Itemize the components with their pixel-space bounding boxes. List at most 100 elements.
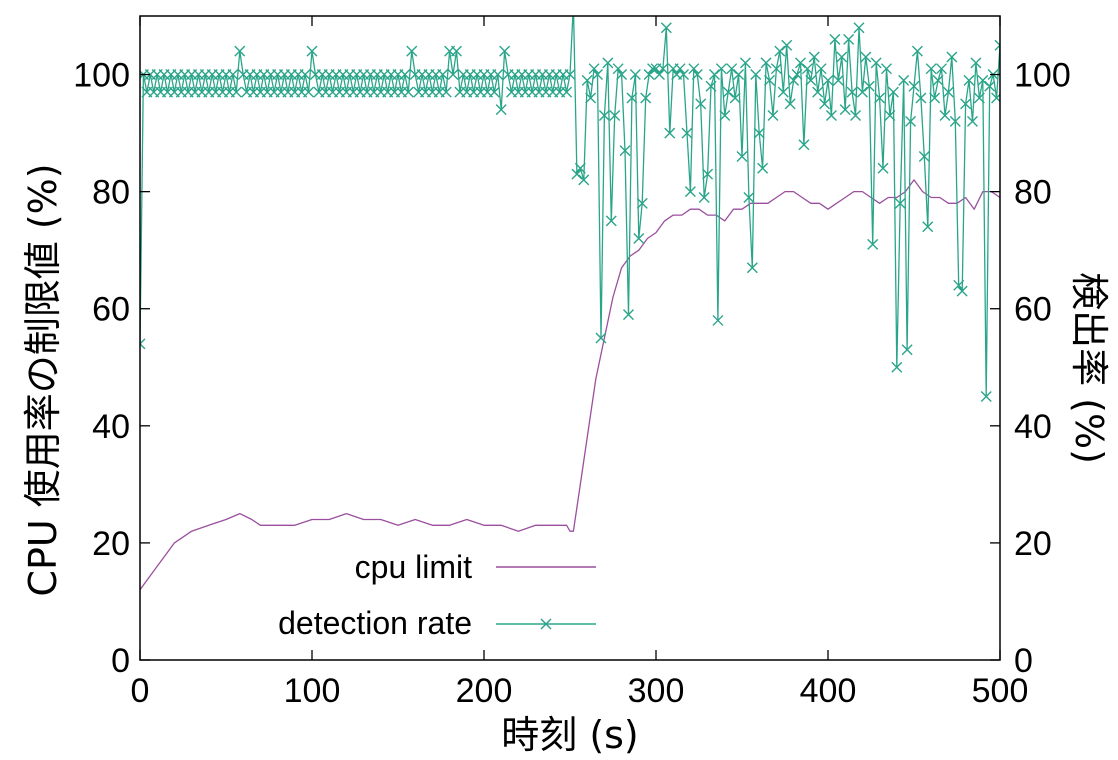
plot-area [140, 16, 1000, 660]
data-point-detection-rate [688, 63, 700, 75]
plot-background [140, 16, 1000, 660]
data-point-detection-rate [911, 45, 923, 57]
data-point-detection-rate [729, 92, 741, 104]
data-point-detection-rate [980, 391, 992, 403]
data-point-detection-rate [936, 63, 948, 75]
data-point-detection-rate [568, 0, 578, 9]
legend: cpu limit detection rate [278, 549, 596, 641]
data-point-detection-rate [588, 63, 600, 75]
data-point-detection-rate [798, 139, 810, 151]
data-point-detection-rate [715, 63, 727, 75]
data-point-detection-rate [867, 238, 879, 250]
data-point-detection-rate [571, 168, 583, 180]
data-point-detection-rate [592, 69, 604, 81]
series-cpu-limit [140, 179, 1000, 591]
plot-frame [139, 15, 1001, 661]
data-point-detection-rate [877, 162, 889, 174]
data-point-detection-rate [801, 63, 813, 75]
data-point-detection-rate [612, 63, 624, 75]
x-tick-label: 0 [131, 672, 150, 710]
data-point-detection-rate [839, 104, 851, 116]
data-point-detection-rate [664, 127, 676, 139]
x-tick-label: 100 [284, 672, 341, 710]
x-tick-label: 300 [628, 672, 685, 710]
data-point-detection-rate [640, 92, 652, 104]
data-point-detection-rate [946, 51, 958, 63]
data-point-detection-rate [684, 186, 696, 198]
y-tick-label-right: 60 [1014, 291, 1052, 329]
data-point-detection-rate [970, 57, 982, 69]
data-point-detection-rate [750, 69, 762, 81]
data-point-detection-rate [960, 98, 972, 110]
data-point-detection-rate [440, 86, 452, 98]
frame-layer [139, 15, 1001, 661]
y-tick-label-right: 80 [1014, 174, 1052, 212]
data-point-detection-rate [977, 74, 989, 86]
data-point-detection-rate [399, 69, 411, 81]
data-point-detection-rate [973, 92, 985, 104]
series-layer [140, 0, 1000, 591]
data-point-detection-rate [925, 63, 937, 75]
data-point-detection-rate [681, 127, 693, 139]
data-point-detection-rate [874, 92, 886, 104]
data-point-detection-rate [963, 74, 975, 86]
y-tick-label-left: 0 [111, 642, 130, 680]
data-point-detection-rate [622, 309, 634, 321]
data-point-detection-rate [299, 69, 311, 81]
data-point-detection-rate [774, 45, 786, 57]
data-point-detection-rate [939, 110, 951, 122]
data-point-detection-rate [894, 197, 906, 209]
data-point-detection-rate [908, 80, 920, 92]
data-point-detection-rate [870, 57, 882, 69]
data-point-detection-rate [812, 86, 824, 98]
data-point-detection-rate [853, 22, 865, 34]
data-point-detection-rate [856, 86, 868, 98]
data-point-detection-rate [619, 145, 631, 157]
data-point-detection-rate [678, 69, 690, 81]
x-tick-label: 500 [972, 672, 1029, 710]
data-point-detection-rate [843, 33, 855, 45]
data-point-detection-rate [598, 110, 610, 122]
data-point-detection-rate [743, 191, 755, 203]
data-point-detection-rate [660, 22, 672, 34]
data-point-detection-rate [722, 86, 734, 98]
data-point-detection-rate [794, 57, 806, 69]
data-point-detection-rate [880, 63, 892, 75]
data-point-detection-rate [674, 63, 686, 75]
data-point-detection-rate [306, 45, 318, 57]
data-point-detection-rate [777, 86, 789, 98]
data-point-detection-rate [578, 174, 590, 186]
data-point-detection-rate [712, 314, 724, 326]
y-tick-label-right: 40 [1014, 408, 1052, 446]
data-point-detection-rate [884, 110, 896, 122]
data-point-detection-rate [616, 69, 628, 81]
data-point-detection-rate [719, 110, 731, 122]
data-point-detection-rate [901, 344, 913, 356]
data-point-detection-rate [488, 86, 500, 98]
data-point-detection-rate [784, 98, 796, 110]
data-point-detection-rate [898, 74, 910, 86]
data-point-detection-rate [863, 80, 875, 92]
data-point-detection-rate [695, 98, 707, 110]
data-point-detection-rate [230, 86, 242, 98]
data-point-detection-rate [942, 86, 954, 98]
data-point-detection-rate [733, 69, 745, 81]
data-point-detection-rate [994, 39, 1000, 51]
y-tick-label-left: 40 [92, 408, 130, 446]
y-tick-label-left: 60 [92, 291, 130, 329]
y-tick-label-right: 0 [1014, 642, 1033, 680]
data-point-detection-rate [705, 80, 717, 92]
data-point-detection-rate [702, 168, 714, 180]
legend-label-cpu-limit: cpu limit [355, 549, 472, 585]
data-point-detection-rate [757, 162, 769, 174]
data-point-detection-rate [753, 127, 765, 139]
data-point-detection-rate [905, 115, 917, 127]
data-point-detection-rate [850, 110, 862, 122]
data-point-detection-rate [406, 45, 418, 57]
data-point-detection-rate [561, 86, 573, 98]
y-tick-label-left: 80 [92, 174, 130, 212]
data-point-detection-rate [819, 98, 831, 110]
data-point-detection-rate [303, 86, 315, 98]
data-point-detection-rate [629, 69, 641, 81]
data-point-detection-rate [585, 92, 597, 104]
